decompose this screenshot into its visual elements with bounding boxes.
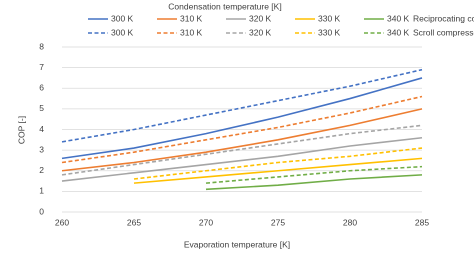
series-line [61, 77, 423, 160]
series-line [61, 136, 423, 182]
legend-title: Condensation temperature [K] [168, 1, 281, 11]
series-line [205, 165, 423, 184]
legend-group-label: Reciprocating compressor [413, 13, 474, 23]
y-tick-label: 6 [39, 83, 44, 93]
legend-label: 340 K [387, 27, 410, 37]
y-tick-label: 1 [39, 186, 44, 196]
series-line [205, 174, 423, 191]
legend-label: 310 K [180, 27, 203, 37]
y-tick-label: 5 [39, 103, 44, 113]
series-line [61, 68, 423, 143]
legend-label: 310 K [180, 13, 203, 23]
x-tick-label: 280 [343, 217, 357, 227]
x-axis-label: Evaporation temperature [K] [184, 239, 290, 249]
series-line [61, 124, 423, 176]
y-tick-label: 3 [39, 144, 44, 154]
series-line [133, 157, 423, 184]
series-line [133, 147, 423, 180]
y-tick-label: 2 [39, 165, 44, 175]
x-tick-label: 260 [55, 217, 69, 227]
y-tick-label: 8 [39, 41, 44, 51]
legend-label: 300 K [111, 13, 134, 23]
x-tick-label: 265 [127, 217, 141, 227]
series-line [61, 95, 423, 164]
legend-group-label: Scroll compressor [413, 27, 474, 37]
y-tick-label: 4 [39, 124, 44, 134]
x-tick-label: 285 [415, 217, 429, 227]
x-tick-label: 275 [271, 217, 285, 227]
y-tick-label: 0 [39, 206, 44, 216]
legend-label: 340 K [387, 13, 410, 23]
legend-label: 320 K [249, 13, 272, 23]
legend-label: 320 K [249, 27, 272, 37]
y-tick-label: 7 [39, 62, 44, 72]
legend-label: 330 K [318, 13, 341, 23]
x-tick-label: 270 [199, 217, 213, 227]
legend-label: 300 K [111, 27, 134, 37]
series-line [61, 108, 423, 172]
y-axis-label: COP [-] [16, 116, 26, 144]
legend-label: 330 K [318, 27, 341, 37]
